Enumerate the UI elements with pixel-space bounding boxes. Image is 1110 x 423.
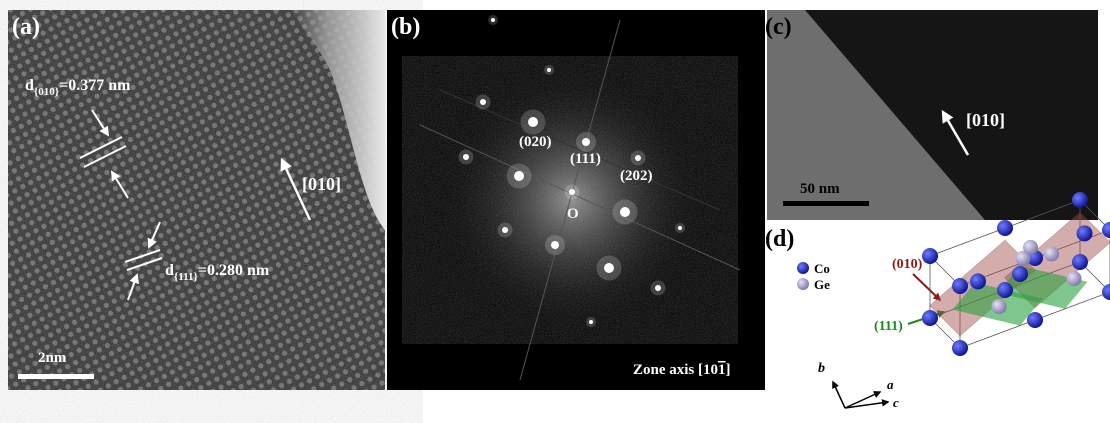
plane-label: (111) — [874, 319, 903, 334]
direction-label: [010] — [302, 174, 341, 194]
index: {111} — [174, 271, 198, 283]
diffraction-spot — [502, 227, 508, 233]
origin-label: O — [567, 206, 579, 222]
legend-label: Co — [814, 261, 830, 276]
spot-label: (020) — [519, 134, 552, 150]
arrow — [913, 274, 940, 300]
zone-axis: Zone axis [101] — [633, 362, 731, 378]
scale-label: 2nm — [38, 350, 67, 366]
co-atom — [970, 273, 986, 289]
co-atom — [1072, 192, 1088, 208]
legend-label: Ge — [814, 277, 830, 292]
value: =0.280 nm — [198, 262, 270, 279]
axis-label: a — [887, 377, 894, 392]
spot-label: (111) — [570, 151, 601, 167]
zone-suffix: ] — [726, 362, 731, 378]
co-atom — [952, 278, 968, 294]
noise — [8, 10, 385, 390]
symbol: d — [165, 262, 174, 279]
arrow — [833, 382, 845, 408]
co-atom — [1012, 266, 1028, 282]
zone-prefix: Zone axis [10 — [633, 362, 718, 378]
scale-label: 50 nm — [800, 181, 840, 197]
co-atom — [1102, 284, 1110, 300]
plane-label: (010) — [892, 257, 923, 272]
co-atom — [997, 282, 1013, 298]
panel-label: (c) — [765, 14, 792, 40]
panel-label: (a) — [12, 14, 40, 40]
direction-label: [010] — [966, 110, 1005, 130]
diffraction-spot — [480, 99, 486, 105]
diffraction-spot — [514, 171, 524, 181]
ge-atom — [992, 299, 1007, 314]
diffraction-spot — [528, 117, 538, 127]
diffraction-spot — [604, 263, 614, 273]
co-atom — [952, 340, 968, 356]
legend-co — [797, 262, 809, 274]
ge-atom — [1023, 240, 1038, 255]
diffraction-spot — [635, 155, 641, 161]
figure: (a)d{010}=0.377 nmd{111}=0.280 nm[010]2n… — [0, 0, 1110, 423]
diffraction-spot — [551, 241, 559, 249]
index: {010} — [34, 86, 59, 98]
panel-label: (b) — [391, 14, 420, 40]
panel-label: (d) — [765, 226, 794, 252]
co-atom — [1077, 225, 1093, 241]
ge-atom — [1067, 271, 1082, 286]
co-atom — [1027, 312, 1043, 328]
scale-bar — [18, 374, 94, 379]
diffraction-spot — [678, 226, 682, 230]
co-atom — [1072, 254, 1088, 270]
ge-atom — [1044, 247, 1059, 262]
spot-label: (202) — [620, 168, 653, 184]
diffraction-spot — [547, 68, 551, 72]
scale-bar — [783, 201, 869, 206]
diffraction-spot — [589, 320, 593, 324]
diffraction-spot — [491, 18, 495, 22]
diffraction-spot — [582, 138, 590, 146]
axis-label: c — [893, 395, 899, 410]
co-atom — [997, 220, 1013, 236]
value: =0.377 nm — [59, 77, 131, 94]
diffraction-spot — [463, 154, 469, 160]
symbol: d — [25, 77, 34, 94]
diffraction-spot — [655, 285, 661, 291]
diffraction-spot — [620, 207, 630, 217]
zone-barred: 1 — [718, 362, 726, 378]
axis-label: b — [818, 361, 825, 376]
diffraction-spot — [569, 189, 575, 195]
co-atom — [922, 248, 938, 264]
legend-ge — [797, 278, 809, 290]
co-atom — [922, 310, 938, 326]
